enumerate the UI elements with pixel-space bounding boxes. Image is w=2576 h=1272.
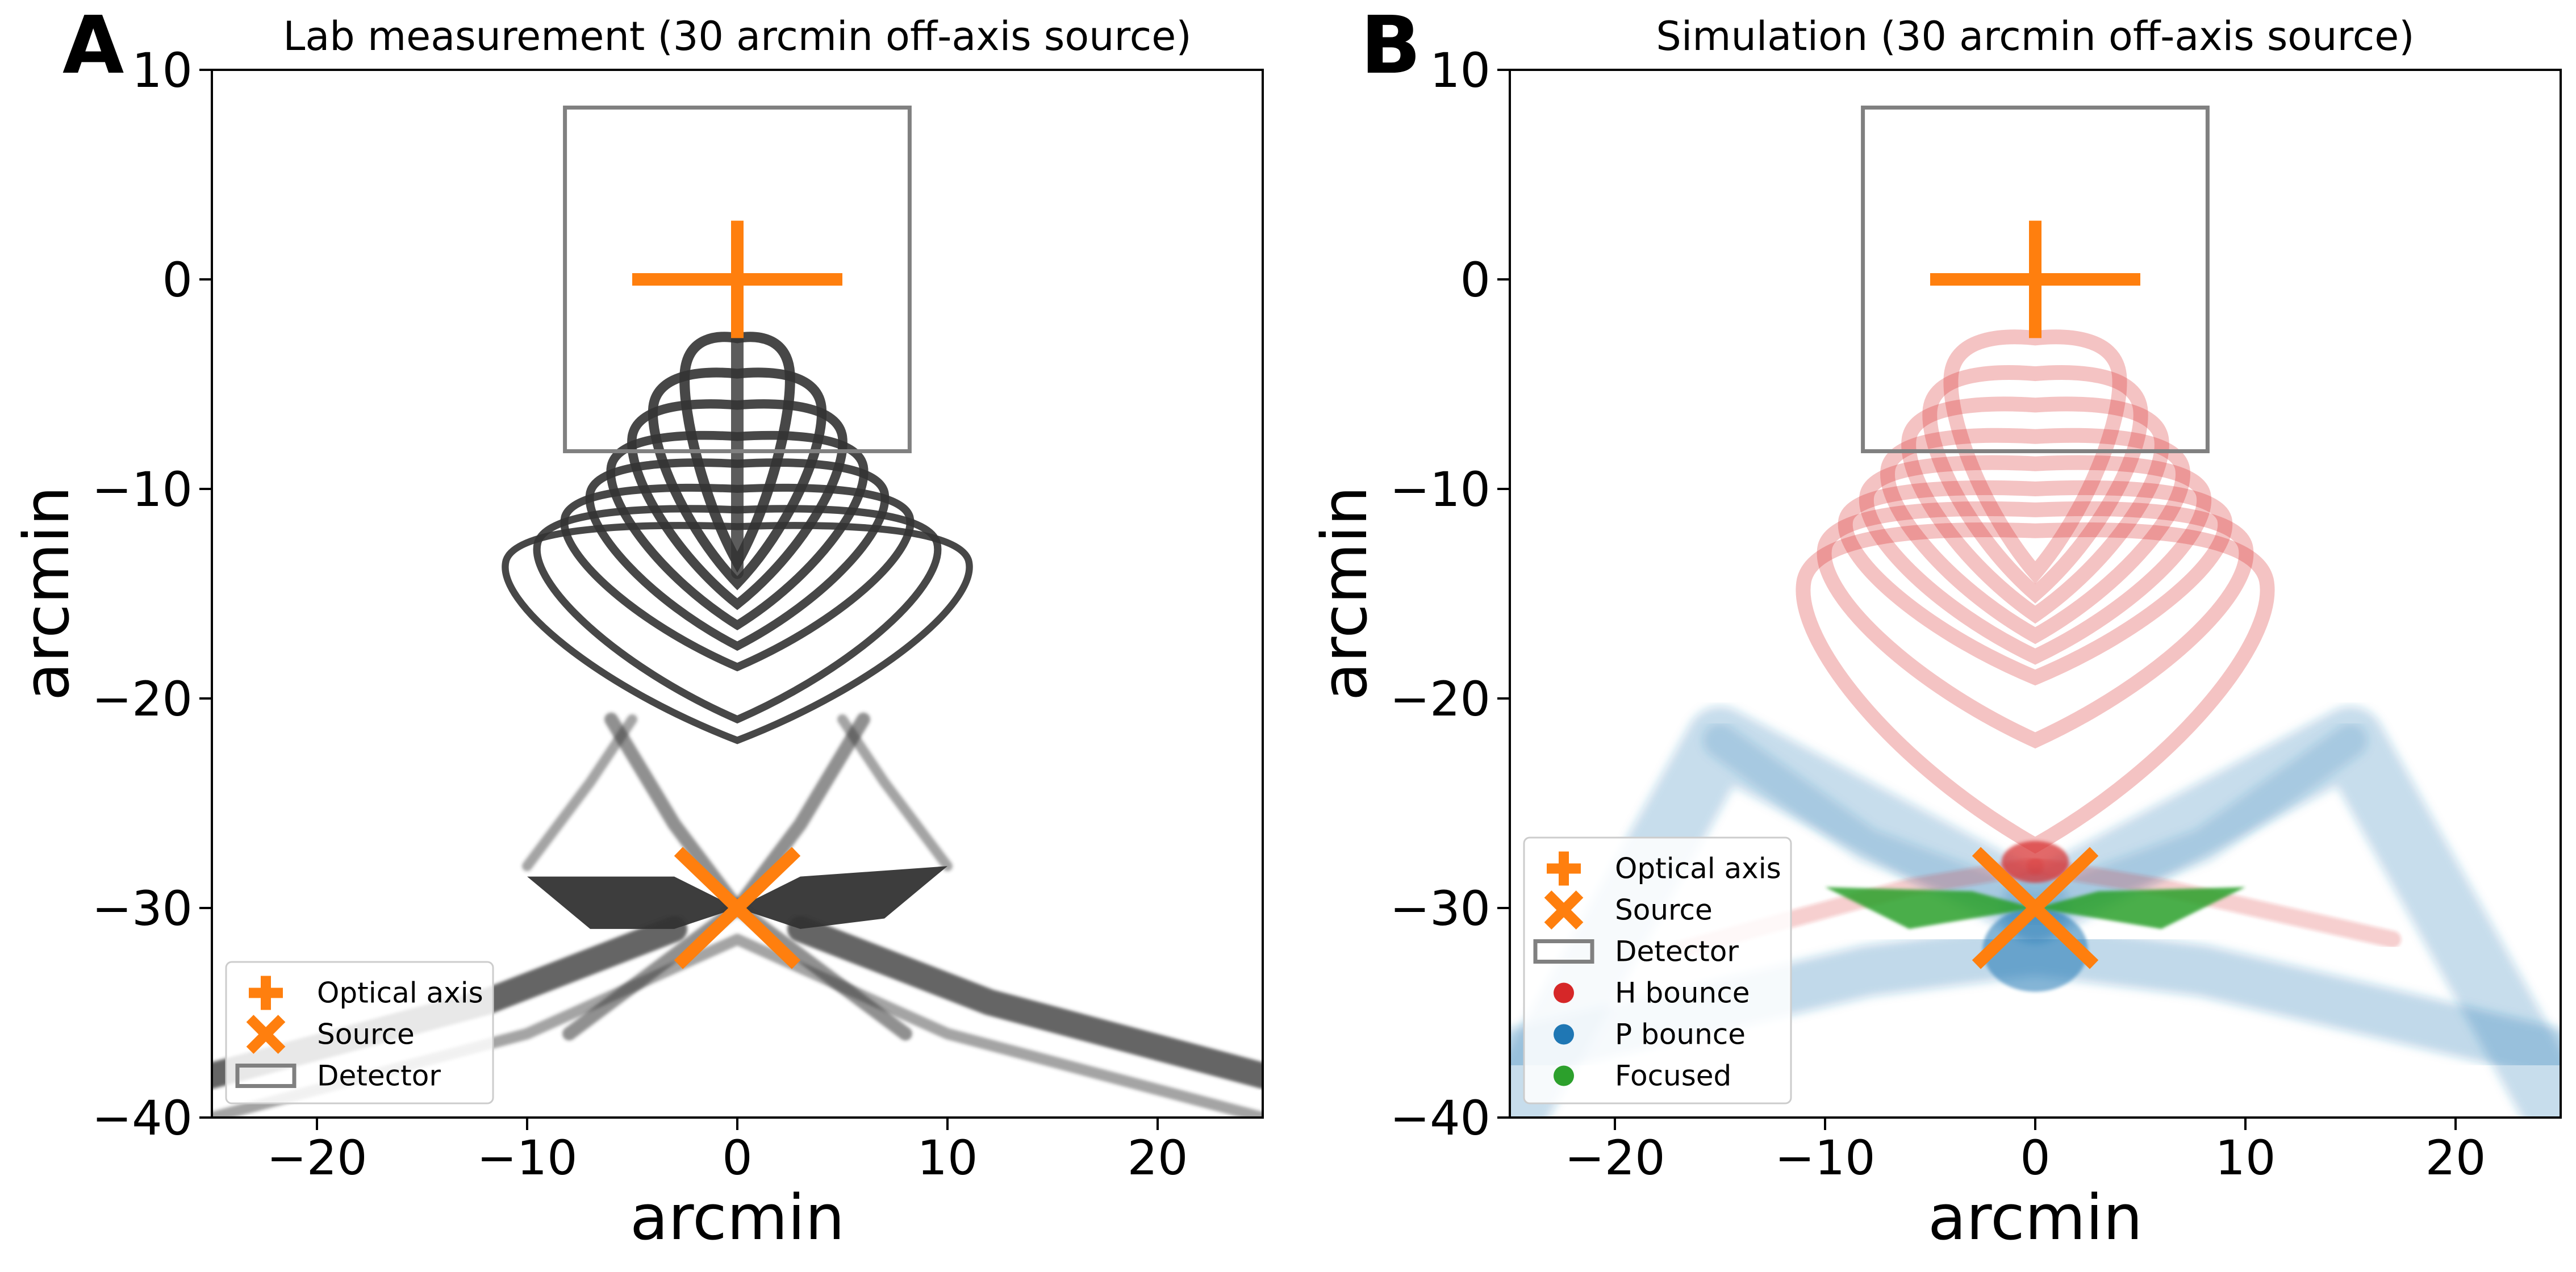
panel-a-title: Lab measurement (30 arcmin off-axis sour… (283, 13, 1191, 60)
legend-rect-icon (235, 1064, 297, 1088)
panel-b-xtick-label: 0 (2020, 1130, 2050, 1186)
panel-b-xlabel: arcmin (1928, 1181, 2143, 1254)
panel-b-ytick-label: 0 (1460, 252, 1491, 308)
panel-b-legend-label: H bounce (1615, 977, 1750, 1010)
panel-a-xtick-label: −10 (477, 1130, 577, 1186)
panel-b-label: B (1360, 0, 1421, 92)
panel-a-xtick-label: 0 (722, 1130, 752, 1186)
panel-b-legend-box (1523, 836, 1792, 1104)
panel-b-plot-area (1510, 105, 2561, 1118)
panel-b-ytick-label: −20 (1390, 671, 1491, 727)
panel-b-axes: −20 −10 0 10 20 10 0 −10 −20 −30 −40 (1390, 43, 2486, 1186)
panel-b-ytick-label: 10 (1430, 43, 1491, 98)
panel-b-legend-label: Detector (1615, 935, 1739, 968)
panel-a-overlays (563, 105, 912, 969)
detector-box (563, 105, 912, 454)
panel-a-ytick-label: −40 (92, 1090, 193, 1146)
panel-a-legend-label: Optical axis (317, 977, 483, 1010)
panel-a-plot-area (212, 105, 1263, 1118)
panel-b-ytick-label: −30 (1390, 881, 1491, 936)
lab-upper-flare-left (522, 714, 637, 872)
lab-lower-branch-right (787, 915, 1263, 1089)
panel-a-legend: Optical axis Source Detector (225, 961, 494, 1104)
panel-a-legend-label: Source (317, 1018, 415, 1051)
panel-b-ylabel: arcmin (1308, 486, 1381, 701)
panel-b-legend-label: Focused (1615, 1060, 1731, 1093)
legend-rect-icon (1533, 939, 1594, 964)
panel-a-label: A (62, 0, 124, 92)
panel-b-legend: Optical axis Source Detector H bounce P boun… (1523, 836, 1792, 1104)
panel-a-ytick-label: −30 (92, 881, 193, 936)
sim-h-bounce-core (2001, 840, 2069, 883)
legend-dot-icon (1554, 982, 1574, 1003)
panel-a-xtick-label: 20 (1128, 1130, 1188, 1186)
legend-dot-icon (1554, 1065, 1574, 1086)
panel-a-xtick-label: 10 (917, 1130, 978, 1186)
source-marker-b (1972, 847, 2099, 969)
panel-b-xtick-label: 20 (2425, 1130, 2486, 1186)
panel-b-xtick-label: 10 (2215, 1130, 2276, 1186)
panel-a-ytick-label: −10 (92, 462, 193, 517)
panel-a-xtick-label: −20 (266, 1130, 367, 1186)
lab-upper-flare-right (837, 714, 953, 872)
panel-b-xtick-label: −10 (1775, 1130, 1875, 1186)
panel-b-ytick-label: −40 (1390, 1090, 1491, 1146)
panel-a-ytick-label: 10 (132, 43, 193, 98)
panel-a-xlabel: arcmin (630, 1181, 845, 1254)
panel-a-measured-counts (212, 325, 1263, 1118)
panel-b-xtick-label: −20 (1564, 1130, 1665, 1186)
panel-b-legend-label: Source (1615, 894, 1713, 927)
panel-a-ytick-label: −20 (92, 671, 193, 727)
lab-central-blob (527, 866, 947, 929)
legend-x-icon (1544, 890, 1584, 930)
panel-a: A Lab measurement (30 arcmin off-axis so… (10, 0, 1264, 1254)
panel-a-legend-label: Detector (317, 1060, 441, 1093)
panel-a-ytick-label: 0 (162, 252, 193, 308)
panel-b: B Simulation (30 arcmin off-axis source)… (1308, 0, 2562, 1254)
source-marker-b (674, 847, 801, 969)
legend-x-icon (246, 1015, 286, 1054)
panel-b-overlays (1861, 105, 2210, 969)
panel-a-axes: −20 −10 0 10 20 10 0 −10 −20 −30 −40 (92, 43, 1188, 1186)
panel-b-legend-label: P bounce (1615, 1018, 1746, 1051)
panel-b-ytick-label: −10 (1390, 462, 1491, 517)
panel-b-legend-label: Optical axis (1615, 852, 1781, 885)
detector-box (1861, 105, 2210, 454)
panel-a-ylabel: arcmin (10, 486, 83, 701)
panel-b-title: Simulation (30 arcmin off-axis source) (1656, 13, 2414, 60)
legend-dot-icon (1554, 1024, 1574, 1045)
